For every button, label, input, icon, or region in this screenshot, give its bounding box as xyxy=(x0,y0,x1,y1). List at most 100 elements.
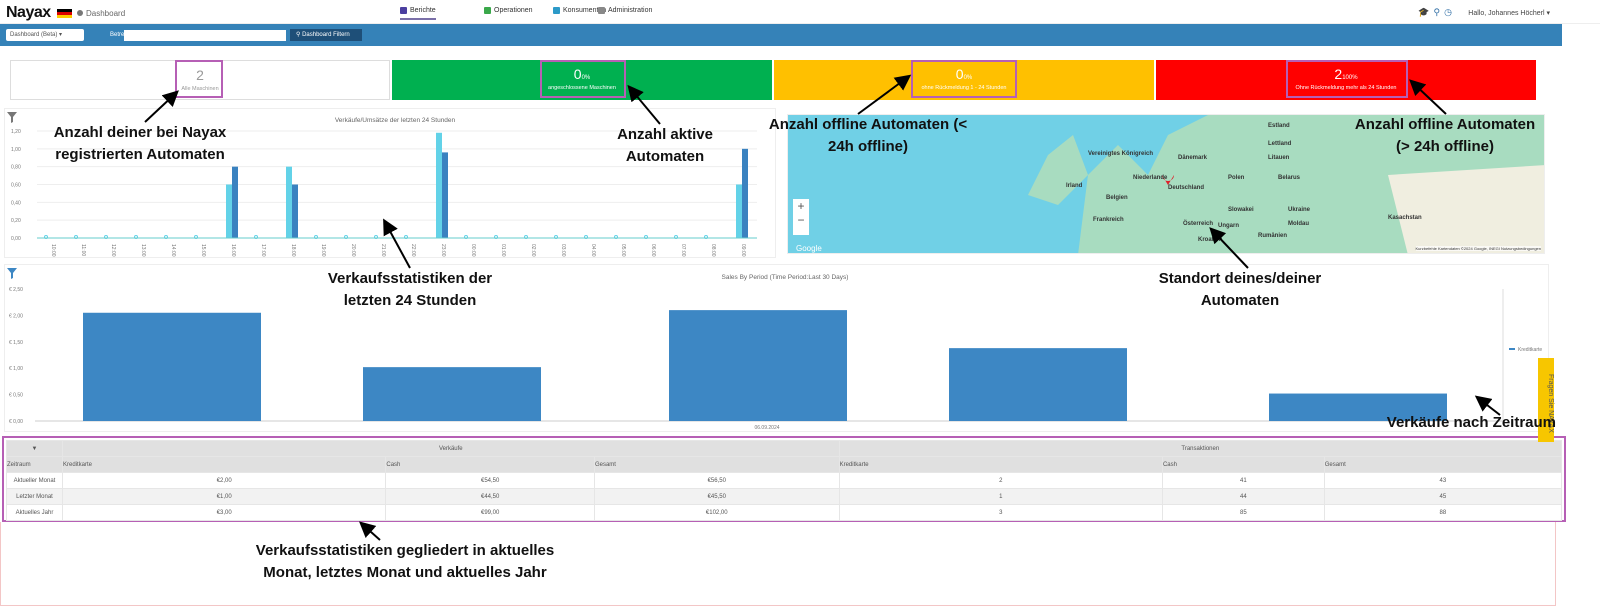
table-cell: €44,50 xyxy=(385,488,595,505)
x-tick-label: 04:00 xyxy=(590,244,596,257)
ask-nayax-tab[interactable]: Fragen Sie NAYAX xyxy=(1538,358,1554,442)
nav-label: Berichte xyxy=(410,7,436,14)
legend-label: Kreditkarte xyxy=(1518,347,1542,353)
highlight-box xyxy=(911,60,1017,98)
annotation: Verkaufsstatistiken der letzten 24 Stund… xyxy=(327,270,493,309)
german-flag-icon xyxy=(57,9,72,18)
kpi-value: 00% xyxy=(573,66,591,82)
nav-konsumenten[interactable]: Konsumenten xyxy=(553,7,606,14)
user-menu[interactable]: Hallo, Johannes Höcherl ▾ xyxy=(1468,10,1550,17)
column-header[interactable]: Cash xyxy=(1161,456,1325,473)
graduation-cap-icon[interactable]: 🎓 xyxy=(1418,7,1430,17)
map-label: Slowakei xyxy=(1228,207,1254,213)
annotation: Anzahl offline Automaten (> 24h offline) xyxy=(1354,116,1536,155)
filter-icon[interactable]: ▼ xyxy=(6,440,63,457)
annotation: Anzahl deiner bei Nayax registrierten Au… xyxy=(53,124,227,163)
table-cell: €45,50 xyxy=(593,488,840,505)
y-tick-label: 0,60 xyxy=(11,183,21,189)
table-cell: Letzter Monat xyxy=(6,488,63,505)
kpi-tile[interactable]: 00% ohne Rückmeldung 1 - 24 Stunden xyxy=(774,60,1154,100)
annotation: Anzahl offline Automaten (< 24h offline) xyxy=(768,116,968,155)
x-tick-label: 01:00 xyxy=(500,244,506,257)
map-label: Ukraine xyxy=(1288,207,1311,213)
kpi-tile[interactable]: 2100% Ohne Rückmeldung mehr als 24 Stunde… xyxy=(1156,60,1536,100)
map-label: Rumänien xyxy=(1258,233,1288,239)
select-value: Dashboard (Beta) xyxy=(10,32,58,38)
group-header: Verkäufe xyxy=(62,440,840,457)
table-cell: 3 xyxy=(838,504,1163,521)
column-header[interactable]: Kreditkarte xyxy=(61,456,387,473)
table-cell: €2,00 xyxy=(61,472,387,489)
clock-icon[interactable]: ◷ xyxy=(1444,7,1452,17)
x-tick-label: 05:00 xyxy=(620,244,626,257)
x-tick-label: 17:00 xyxy=(260,244,266,257)
x-tick-label: 15:00 xyxy=(200,244,206,257)
x-tick-label: 14:00 xyxy=(170,244,176,257)
map[interactable]: Google xyxy=(788,115,1545,254)
table-row: Letzter Monat €1,00 €44,50 €45,50 1 44 45 xyxy=(6,488,1563,505)
x-tick-label: 08:00 xyxy=(710,244,716,257)
column-header[interactable]: Gesamt xyxy=(593,456,840,473)
table-cell: 45 xyxy=(1323,488,1563,505)
nav-label: Operationen xyxy=(494,7,533,14)
x-tick-label: 21:00 xyxy=(380,244,386,257)
kpi-caption: Alle Maschinen xyxy=(181,86,219,92)
zoom-in-button[interactable]: + xyxy=(797,199,805,213)
group-header: Transaktionen xyxy=(838,440,1563,457)
x-axis-label: 06.09.2024 xyxy=(754,425,779,431)
x-tick-label: 22:00 xyxy=(410,244,416,257)
table-cell: Aktueller Monat xyxy=(6,472,63,489)
nav-berichte[interactable]: Berichte xyxy=(400,7,436,20)
search-icon: ⚲ xyxy=(296,32,303,38)
map-label: Deutschland xyxy=(1168,185,1205,191)
table-cell: 41 xyxy=(1161,472,1325,489)
admin-icon xyxy=(598,7,605,14)
column-header[interactable]: Zeitraum xyxy=(6,456,63,473)
x-tick-label: 13:00 xyxy=(140,244,146,257)
map-label: Irland xyxy=(1066,183,1083,189)
nav-administration[interactable]: Administration xyxy=(598,7,652,14)
highlight-box xyxy=(175,60,223,98)
map-panel[interactable]: Google Vereinigtes Königreich Irland Dänem… xyxy=(787,114,1545,254)
nayax-logo[interactable]: Nayax xyxy=(6,4,51,21)
y-tick-label: 0,80 xyxy=(11,165,21,171)
highlight-box xyxy=(1286,60,1408,98)
column-header[interactable]: Kreditkarte xyxy=(838,456,1163,473)
column-header[interactable]: Cash xyxy=(385,456,595,473)
y-tick-label: € 0,00 xyxy=(9,419,23,425)
map-label: Dänemark xyxy=(1178,155,1208,161)
bar xyxy=(292,184,298,238)
map-label: Ungarn xyxy=(1218,223,1239,229)
x-tick-label: 06:00 xyxy=(650,244,656,257)
x-tick-label: 12:00 xyxy=(110,244,116,257)
map-label: Lettland xyxy=(1268,141,1292,147)
table-cell: 88 xyxy=(1323,504,1563,521)
kpi-caption: angeschlossene Maschinen xyxy=(548,85,616,91)
chart-title: Sales By Period (Time Period:Last 30 Day… xyxy=(722,274,849,281)
table-row: Aktuelles Jahr €3,00 €99,00 €102,00 3 85 88 xyxy=(6,504,1563,521)
reports-icon xyxy=(400,7,407,14)
dashboard-filter-button[interactable]: ⚲ Dashboard Filtern xyxy=(290,29,362,41)
map-footer: Kurzbefehle Kartendaten ©2024 Google, IN… xyxy=(1415,246,1541,251)
kpi-value: 00% xyxy=(955,66,973,82)
x-tick-label: 20:00 xyxy=(350,244,356,257)
column-header[interactable]: Gesamt xyxy=(1323,456,1563,473)
x-tick-label: 10:00 xyxy=(50,244,56,257)
x-tick-label: 16:00 xyxy=(230,244,236,257)
table-row: Aktueller Monat €2,00 €54,50 €56,50 2 41 43 xyxy=(6,472,1563,489)
operator-input[interactable] xyxy=(124,30,286,41)
bar xyxy=(286,166,292,238)
nav-operationen[interactable]: Operationen xyxy=(484,7,533,14)
search-icon[interactable]: ⚲ xyxy=(1433,7,1441,17)
zoom-controls: + − xyxy=(793,199,809,235)
annotation: Anzahl aktive Automaten xyxy=(617,126,713,165)
y-tick-label: € 2,50 xyxy=(9,287,23,293)
bar xyxy=(949,348,1127,421)
dashboard-select[interactable]: Dashboard (Beta) ▾ xyxy=(6,29,84,41)
bar xyxy=(736,184,742,238)
chart-title: Verkäufe/Umsätze der letzten 24 Stunden xyxy=(335,117,456,124)
operator-label: Betreiber xyxy=(110,32,135,38)
bar xyxy=(669,310,847,421)
kpi-tile[interactable]: 00% angeschlossene Maschinen xyxy=(392,60,772,100)
zoom-out-button[interactable]: − xyxy=(797,213,805,227)
